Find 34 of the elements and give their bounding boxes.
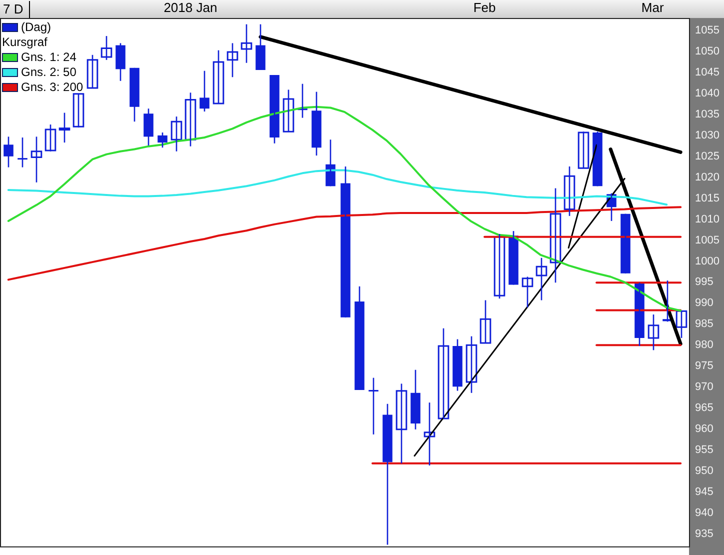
y-tick-label: 950: [695, 464, 714, 477]
x-tick-label: Feb: [473, 0, 496, 15]
y-tick-label: 990: [695, 297, 714, 310]
y-tick-label: 1055: [695, 24, 720, 37]
y-tick-label: 1035: [695, 108, 720, 120]
legend-label: Gns. 2: 50: [21, 65, 76, 80]
x-tick-label: Mar: [641, 0, 664, 15]
y-tick-label: 940: [695, 506, 714, 519]
y-tick-label: 1045: [695, 66, 720, 79]
y-tick-label: 965: [695, 402, 714, 414]
legend-label: Gns. 3: 200: [21, 80, 84, 95]
y-tick-label: 955: [695, 444, 714, 456]
y-tick-label: 1015: [695, 192, 720, 204]
y-tick-label: 995: [695, 276, 714, 288]
y-tick-label: 1000: [695, 255, 720, 268]
legend-title: Kursgraf: [2, 35, 48, 50]
y-tick-label: 985: [695, 318, 714, 330]
y-tick-label: 1005: [695, 234, 720, 246]
y-tick-label: 960: [695, 423, 714, 436]
y-tick-label: 1025: [695, 150, 720, 162]
y-tick-label: 980: [695, 339, 714, 352]
y-tick-label: 970: [695, 381, 714, 394]
y-tick-label: 975: [695, 360, 714, 372]
y-tick-label: 1030: [695, 129, 720, 142]
y-tick-label: 945: [695, 486, 714, 498]
legend-label: (Dag): [21, 20, 52, 35]
x-tick-label: 2018 Jan: [164, 0, 218, 15]
legend-label: Gns. 1: 24: [21, 50, 76, 65]
y-tick-label: 935: [695, 528, 714, 540]
y-tick-label: 1020: [695, 171, 720, 184]
y-tick-label: 1010: [695, 213, 720, 226]
text: 7 D: [3, 2, 24, 17]
y-tick-label: 1050: [695, 46, 720, 58]
y-tick-label: 1040: [695, 88, 720, 100]
